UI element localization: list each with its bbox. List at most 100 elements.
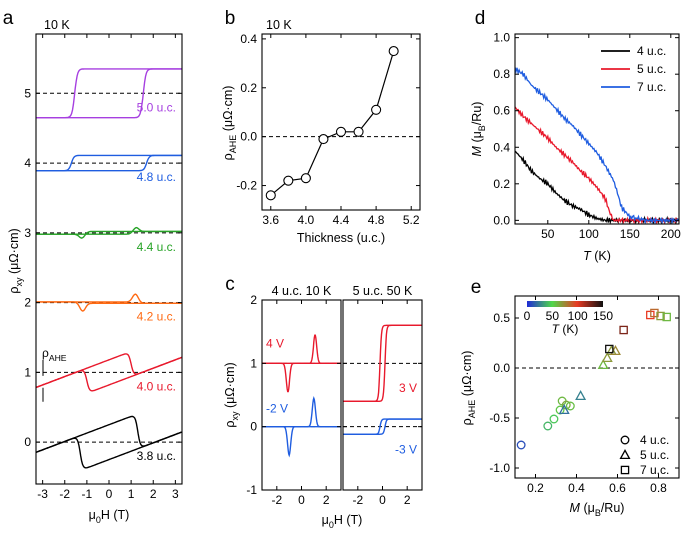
data-point	[549, 414, 559, 424]
colorbar-tick-label: 50	[546, 309, 560, 323]
plot-frame	[514, 295, 680, 479]
x-tick-label: 2	[323, 493, 330, 507]
legend-label: 5 u.c.	[640, 448, 669, 462]
plot-area	[36, 68, 182, 469]
y-tick-label: 0.5	[493, 311, 510, 325]
x-tick-label: -3	[37, 487, 48, 501]
condition-label: 10 K	[44, 18, 70, 32]
y-tick-label: 0.0	[240, 130, 257, 144]
series-label: 3.8 u.c.	[137, 449, 176, 463]
data-point	[575, 390, 587, 401]
series-label: -2 V	[266, 402, 288, 416]
series-line	[36, 154, 182, 172]
x-tick-label: 100	[579, 227, 599, 241]
series-line	[343, 418, 422, 435]
series-label: 4.2 u.c.	[137, 310, 176, 324]
x-tick-label: 200	[661, 227, 681, 241]
x-tick-label: 0	[106, 487, 113, 501]
x-tick-label: 2	[404, 493, 411, 507]
x-tick-label: -1	[82, 487, 93, 501]
plot-area	[262, 334, 341, 458]
y-axis-label: ρxy (μΩ·cm)	[223, 362, 240, 427]
legend-label: 4 u.c.	[637, 44, 666, 58]
series-line	[36, 415, 182, 453]
data-point	[371, 104, 382, 115]
legend-label: 7 u.c.	[637, 80, 666, 94]
condition-label: 10 K	[266, 18, 292, 32]
data-point	[335, 126, 347, 137]
plot-frame	[261, 299, 342, 491]
data-point	[620, 465, 630, 475]
x-tick-label: 4.4	[333, 213, 350, 227]
x-tick-label: -2	[59, 487, 70, 501]
y-tick-label: 0.0	[493, 213, 510, 227]
x-tick-label: 0.8	[650, 481, 667, 495]
x-axis-label: μ0H (T)	[89, 508, 130, 525]
x-tick-label: 0	[379, 493, 386, 507]
y-tick-label: 1	[250, 356, 257, 370]
y-tick-label: 0	[250, 420, 257, 434]
data-point	[353, 126, 364, 137]
x-tick-label: 0.4	[568, 481, 585, 495]
y-tick-label: 0	[24, 435, 31, 449]
panel-label: a	[3, 8, 14, 29]
y-tick-label: 2	[24, 296, 31, 310]
series-line	[515, 106, 679, 224]
y-axis-label: M (μB/Ru)	[470, 102, 487, 157]
series-label: -3 V	[395, 442, 417, 456]
x-tick-label: 0	[298, 493, 305, 507]
panel-b: b 10 K 3.6 4.0 4.4 4.8 5.2 -0.2 0.0 0.2 0.4 ρAHE (μ…	[221, 8, 421, 245]
series-line	[262, 362, 341, 393]
colorbar-tick-label: 150	[593, 309, 613, 323]
series-line	[36, 68, 182, 119]
y-tick-label: -0.5	[489, 411, 510, 425]
x-tick-label: 0.6	[609, 481, 626, 495]
plot-frame	[514, 33, 680, 225]
panel-c: c 4 u.c. 10 K 4 V -2 V -2 0 2 -1 0 1 2 5 u.c. 50 K 3…	[223, 274, 423, 530]
colorbar	[527, 301, 603, 307]
y-tick-label: 1	[24, 365, 31, 379]
y-tick-label: 4	[24, 156, 31, 170]
y-tick-label: 5	[24, 86, 31, 100]
y-tick-label: 3	[24, 226, 31, 240]
y-tick-label: 0.6	[493, 104, 510, 118]
x-tick-label: 2	[150, 487, 157, 501]
x-tick-label: 4.0	[298, 213, 315, 227]
series-line	[515, 150, 679, 224]
y-tick-label: 1.0	[493, 31, 510, 45]
legend-label: 4 u.c.	[640, 433, 669, 447]
series-label: 3 V	[399, 381, 417, 395]
colorbar-tick-label: 0	[524, 309, 531, 323]
y-tick-label: 0.0	[493, 361, 510, 375]
subplot-title: 5 u.c. 50 K	[353, 284, 413, 298]
series-label: 4.0 u.c.	[137, 379, 176, 393]
x-tick-label: -2	[271, 493, 282, 507]
data-point	[300, 173, 311, 184]
series-line	[36, 431, 182, 469]
x-tick-label: 150	[620, 227, 640, 241]
data-point	[605, 344, 614, 354]
colorbar-tick-label: 100	[568, 309, 588, 323]
series-label: 5.0 u.c.	[137, 100, 176, 114]
legend-label: 5 u.c.	[637, 62, 666, 76]
annotation-label: ρAHE	[42, 346, 67, 363]
x-tick-label: 3	[172, 487, 179, 501]
data-point	[558, 404, 570, 415]
panel-label: d	[475, 8, 486, 29]
plot-area	[343, 324, 422, 435]
x-axis-label: μ0H (T)	[322, 513, 363, 530]
y-tick-label: 0.2	[240, 81, 257, 95]
y-axis-label: ρAHE (μΩ·cm)	[221, 86, 238, 161]
series-label: 4.4 u.c.	[137, 240, 176, 254]
subplot-title: 4 u.c. 10 K	[272, 284, 332, 298]
x-axis-label: Thickness (u.c.)	[297, 231, 385, 245]
x-tick-label: 1	[128, 487, 135, 501]
legend-label: 7 u.c.	[640, 463, 669, 477]
data-point	[388, 46, 399, 57]
data-point	[516, 440, 526, 450]
x-tick-label: 5.2	[403, 213, 420, 227]
series-label: 4 V	[266, 337, 284, 351]
data-point	[597, 359, 609, 370]
y-axis-label: ρAHE (μΩ·cm)	[460, 351, 477, 426]
data-point	[565, 401, 575, 411]
